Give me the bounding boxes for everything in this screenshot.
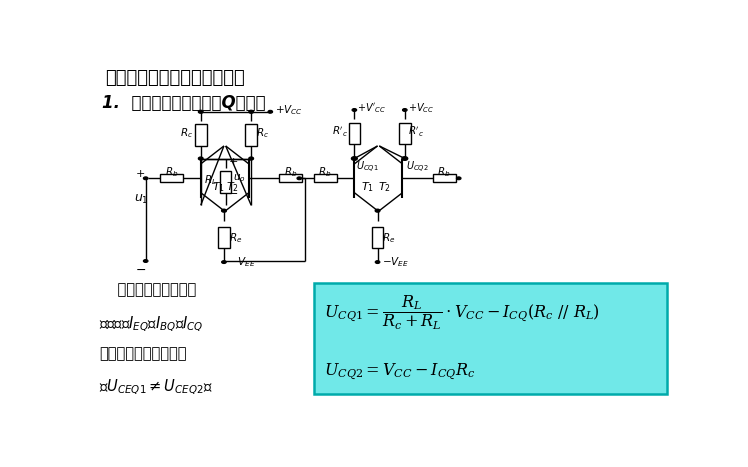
Bar	[195, 124, 206, 146]
Circle shape	[249, 157, 254, 160]
Circle shape	[268, 110, 272, 113]
Circle shape	[144, 177, 148, 180]
Text: +: +	[229, 157, 239, 167]
Text: $R_b$: $R_b$	[165, 165, 178, 179]
Circle shape	[297, 177, 301, 180]
Circle shape	[198, 110, 203, 113]
Text: $T_2$: $T_2$	[378, 180, 391, 194]
Text: $R_b$: $R_b$	[438, 165, 451, 179]
Circle shape	[221, 261, 226, 263]
Text: $u_1$: $u_1$	[134, 193, 149, 206]
Text: $R'_c$: $R'_c$	[408, 124, 424, 139]
Text: $R_c$: $R_c$	[180, 127, 194, 140]
Text: 是$U_{CEQ1}\neq U_{CEQ2}$。: 是$U_{CEQ1}\neq U_{CEQ2}$。	[99, 377, 213, 397]
Bar	[245, 124, 257, 146]
Text: −: −	[229, 189, 239, 199]
Text: $U_{CQ2} = V_{CC} - I_{CQ}R_c$: $U_{CQ2} = V_{CC} - I_{CQ}R_c$	[324, 361, 476, 382]
Text: $R_e$: $R_e$	[382, 231, 396, 245]
Circle shape	[352, 157, 358, 160]
Bar	[221, 171, 231, 193]
Text: $+V_{CC}$: $+V_{CC}$	[275, 103, 303, 117]
Bar	[399, 122, 411, 144]
Bar	[372, 227, 383, 248]
Circle shape	[221, 209, 226, 212]
Text: $+V_{CC}$: $+V_{CC}$	[408, 101, 434, 115]
Circle shape	[402, 108, 407, 112]
Bar	[218, 227, 230, 248]
Bar	[160, 174, 183, 182]
Text: +: +	[136, 169, 145, 179]
Circle shape	[375, 209, 380, 212]
Text: $-V_{EE}$: $-V_{EE}$	[229, 255, 256, 269]
Text: 由于输入回路没有变: 由于输入回路没有变	[99, 283, 197, 297]
Text: $R_e$: $R_e$	[229, 231, 242, 245]
Circle shape	[352, 108, 357, 112]
Text: 1.  双端输入单端输出：Q点分析: 1. 双端输入单端输出：Q点分析	[102, 94, 266, 112]
Bar	[279, 174, 302, 182]
Text: 化，所以$I_{EQ}$、$I_{BQ}$、$I_{CQ}$: 化，所以$I_{EQ}$、$I_{BQ}$、$I_{CQ}$	[99, 314, 203, 333]
Text: $-V_{EE}$: $-V_{EE}$	[382, 255, 409, 269]
Text: $R_b$: $R_b$	[283, 165, 297, 179]
Circle shape	[456, 177, 461, 180]
Text: $R_L$: $R_L$	[203, 173, 216, 187]
Bar	[314, 174, 337, 182]
Circle shape	[375, 261, 380, 263]
Text: $T_1$: $T_1$	[212, 180, 225, 194]
Text: $U_{CQ1} = \dfrac{R_L}{R_c + R_L} \cdot V_{CC} - I_{CQ}(R_c\ //\ R_L)$: $U_{CQ1} = \dfrac{R_L}{R_c + R_L} \cdot …	[324, 293, 600, 332]
Circle shape	[249, 110, 254, 113]
Text: 与双端输出时一样。但: 与双端输出时一样。但	[99, 346, 187, 361]
Text: $u_o$: $u_o$	[233, 172, 245, 184]
Text: −: −	[136, 263, 147, 276]
Bar	[432, 174, 456, 182]
Text: $+V'_{CC}$: $+V'_{CC}$	[358, 101, 387, 115]
Text: $T_2$: $T_2$	[226, 180, 239, 194]
Bar	[349, 122, 360, 144]
Text: $R_c$: $R_c$	[256, 127, 269, 140]
FancyBboxPatch shape	[314, 283, 667, 394]
Text: $T_1$: $T_1$	[361, 180, 374, 194]
Text: $U_{CQ2}$: $U_{CQ2}$	[406, 160, 429, 176]
Text: $U_{CQ1}$: $U_{CQ1}$	[355, 160, 378, 176]
Circle shape	[198, 157, 203, 160]
Circle shape	[144, 260, 148, 262]
Text: 四、差分放大电路的四种接法: 四、差分放大电路的四种接法	[105, 69, 245, 86]
Text: $R'_c$: $R'_c$	[332, 124, 349, 139]
Circle shape	[402, 157, 408, 160]
Text: $R_b$: $R_b$	[319, 165, 332, 179]
